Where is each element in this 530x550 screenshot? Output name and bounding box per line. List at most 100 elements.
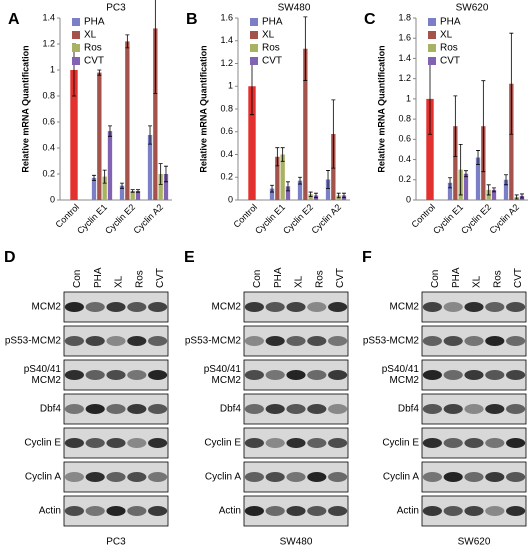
bar bbox=[475, 157, 481, 200]
row-label: Dbf4 bbox=[220, 404, 242, 415]
blot-band bbox=[485, 506, 505, 516]
blot-band bbox=[85, 336, 105, 346]
error-bar bbox=[102, 169, 107, 184]
blot-band bbox=[265, 506, 285, 516]
legend-label: CVT bbox=[84, 56, 104, 67]
row-label: Dbf4 bbox=[398, 404, 420, 415]
blot-band bbox=[85, 506, 105, 516]
legend-label: XL bbox=[262, 30, 275, 41]
blot-band bbox=[265, 302, 285, 312]
row-label: pS40/41 bbox=[382, 364, 420, 375]
chart-title: SW620 bbox=[456, 3, 489, 14]
blot-band bbox=[443, 472, 463, 482]
error-bar bbox=[298, 176, 303, 185]
error-bar bbox=[453, 95, 458, 157]
y-tick-label: 0 bbox=[50, 194, 55, 204]
row-label: pS53-MCM2 bbox=[5, 336, 62, 347]
blot-band bbox=[485, 370, 505, 380]
blot-band bbox=[244, 506, 264, 516]
blot-band bbox=[328, 370, 348, 380]
x-tick-label: Control bbox=[410, 202, 438, 230]
legend-label: XL bbox=[84, 30, 97, 41]
blot-band bbox=[443, 302, 463, 312]
blot-band bbox=[85, 472, 105, 482]
lane-label: CVT bbox=[513, 268, 524, 288]
blot-band bbox=[464, 336, 484, 346]
blot-band bbox=[485, 404, 505, 414]
error-bar bbox=[448, 177, 453, 189]
blot-band bbox=[328, 438, 348, 448]
panel-letter: B bbox=[186, 11, 198, 28]
panel-letter: A bbox=[8, 11, 20, 28]
y-tick-label: 1.2 bbox=[220, 58, 233, 68]
error-bar bbox=[303, 16, 308, 81]
bar bbox=[303, 48, 308, 201]
bar bbox=[491, 189, 497, 200]
error-bar bbox=[308, 191, 313, 197]
error-bar bbox=[504, 174, 509, 186]
blot-band bbox=[106, 370, 126, 380]
blot-band bbox=[286, 404, 306, 414]
error-bar bbox=[163, 165, 168, 183]
legend-swatch bbox=[428, 57, 436, 65]
error-bar bbox=[125, 34, 130, 49]
blot-band bbox=[106, 438, 126, 448]
blot-band bbox=[307, 370, 327, 380]
x-tick-label: Cyclin A2 bbox=[131, 202, 165, 236]
lane-label: Ros bbox=[492, 270, 503, 288]
blot-band bbox=[286, 370, 306, 380]
y-tick-label: 0.6 bbox=[398, 134, 411, 144]
blot-band bbox=[485, 472, 505, 482]
blot-band bbox=[244, 370, 264, 380]
row-label: Cyclin E bbox=[24, 438, 61, 449]
bar bbox=[308, 194, 313, 200]
y-axis-label: Relative mRNA Quantification bbox=[376, 45, 386, 172]
cell-line-label: PC3 bbox=[106, 537, 126, 548]
error-bar bbox=[120, 182, 125, 189]
blot-band bbox=[127, 506, 147, 516]
row-label: MCM2 bbox=[212, 375, 242, 386]
blot-band bbox=[64, 438, 84, 448]
error-bar bbox=[158, 163, 163, 185]
error-bar bbox=[491, 187, 496, 193]
blot-band bbox=[244, 336, 264, 346]
bar bbox=[275, 156, 280, 200]
y-tick-label: 0.8 bbox=[220, 103, 233, 113]
blot-band bbox=[244, 404, 264, 414]
row-label: pS40/41 bbox=[24, 364, 62, 375]
lane-label: Con bbox=[252, 270, 263, 288]
error-bar bbox=[280, 147, 285, 162]
y-tick-label: 1 bbox=[228, 81, 233, 91]
blot-band bbox=[148, 438, 168, 448]
blot-band bbox=[422, 336, 442, 346]
blot-band bbox=[328, 472, 348, 482]
legend-swatch bbox=[250, 57, 258, 65]
blot-band bbox=[265, 438, 285, 448]
y-tick-label: 0.4 bbox=[398, 154, 411, 164]
error-bar bbox=[463, 170, 468, 178]
legend-label: PHA bbox=[440, 17, 461, 28]
y-axis-label: Relative mRNA Quantification bbox=[198, 45, 208, 172]
row-label: MCM2 bbox=[32, 375, 62, 386]
row-label: MCM2 bbox=[212, 302, 242, 313]
blot-band bbox=[422, 302, 442, 312]
row-label: Actin bbox=[219, 506, 241, 517]
y-tick-label: 0 bbox=[228, 194, 233, 204]
y-tick-label: 1.8 bbox=[398, 12, 411, 22]
bar bbox=[135, 190, 141, 200]
blot-band bbox=[286, 336, 306, 346]
blot-band bbox=[307, 438, 327, 448]
error-bar bbox=[458, 143, 463, 196]
legend-swatch bbox=[72, 57, 80, 65]
error-bar bbox=[519, 193, 524, 199]
bar bbox=[158, 174, 163, 200]
y-tick-label: 0.6 bbox=[42, 116, 55, 126]
blot-band bbox=[464, 404, 484, 414]
lane-label: Ros bbox=[134, 270, 145, 288]
blot-band bbox=[106, 472, 126, 482]
bar bbox=[280, 154, 285, 200]
error-bar bbox=[336, 192, 341, 199]
blot-band bbox=[127, 302, 147, 312]
error-bar bbox=[92, 174, 97, 181]
blot-band bbox=[64, 336, 84, 346]
